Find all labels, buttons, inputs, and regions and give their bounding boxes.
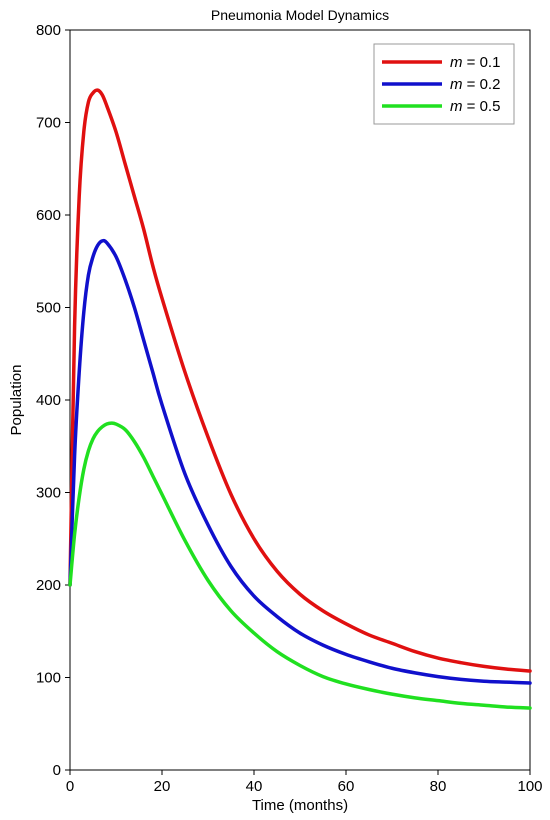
y-axis-title: Population [8,365,25,436]
y-tick-label: 600 [36,207,61,224]
x-tick-label: 60 [338,778,355,795]
series-lines [68,88,532,710]
legend-value: = 0.5 [463,98,501,115]
legend-label-1: m = 0.1 [450,54,500,71]
legend-value: = 0.1 [463,54,501,71]
series-line-3 [68,421,532,710]
x-axis-title: Time (months) [252,797,348,814]
ticks: 0 20 40 60 80 100 0 100 200 300 400 500 600 700 800 [36,22,543,795]
x-tick-label: 40 [246,778,263,795]
x-tick-label: 80 [430,778,447,795]
series-line-2 [68,238,532,685]
legend-variable: m [450,98,463,115]
legend: m = 0.1m = 0.2m = 0.5 [373,43,515,125]
legend-variable: m [450,54,463,71]
axes [69,29,531,771]
y-tick-label: 100 [36,670,61,687]
y-tick-label: 500 [36,300,61,317]
legend-value: = 0.2 [463,76,501,93]
chart-title: Pneumonia Model Dynamics [211,7,389,23]
y-tick-label: 400 [36,392,61,409]
y-tick-label: 700 [36,115,61,132]
x-tick-label: 100 [517,778,542,795]
legend-variable: m [450,76,463,93]
plot-frame [69,29,531,771]
series-line-1 [68,88,532,673]
y-tick-label: 0 [53,762,61,779]
legend-label-2: m = 0.2 [450,76,500,93]
x-tick-label: 20 [154,778,171,795]
legend-label-3: m = 0.5 [450,98,500,115]
y-tick-label: 200 [36,577,61,594]
y-tick-label: 800 [36,22,61,39]
x-tick-label: 0 [66,778,74,795]
y-tick-label: 300 [36,485,61,502]
